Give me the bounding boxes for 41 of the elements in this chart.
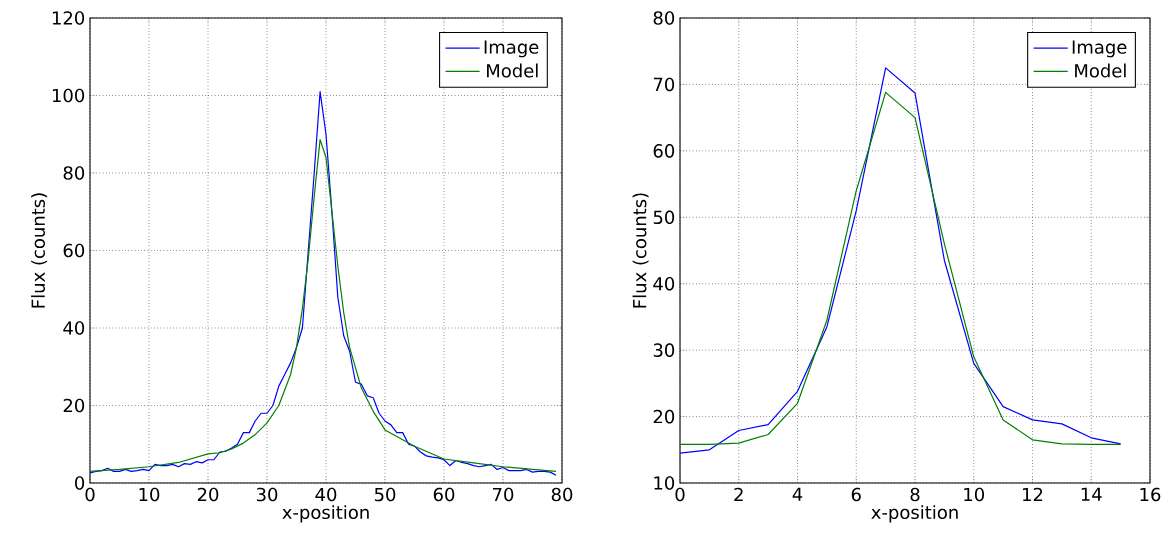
y-tick-label: 60 — [63, 243, 85, 258]
x-tick-label: 4 — [792, 487, 803, 501]
x-tick-label: 10 — [964, 487, 985, 502]
x-tick-label: 30 — [256, 487, 278, 502]
x-tick-label: 8 — [910, 487, 920, 502]
x-tick-label: 50 — [374, 487, 396, 502]
x-tick-label: 2 — [734, 487, 743, 502]
x-tick-label: 0 — [675, 487, 685, 502]
y-tick-label: 50 — [653, 210, 675, 225]
y-axis-title: Flux (counts) — [632, 193, 649, 308]
y-tick-label: 70 — [653, 77, 675, 92]
x-tick-label: 16 — [1140, 487, 1161, 502]
x-tick-label: 12 — [1023, 487, 1043, 502]
y-tick-label: 40 — [653, 276, 675, 291]
y-tick-label: 120 — [52, 11, 85, 25]
x-tick-label: 10 — [139, 487, 160, 502]
y-axis-title: Flux (counts) — [31, 193, 48, 308]
y-tick-label: 20 — [653, 409, 675, 424]
y-tick-label: 40 — [63, 321, 85, 335]
y-tick-label: 80 — [653, 11, 675, 25]
y-tick-label: 20 — [63, 398, 85, 413]
y-tick-label: 80 — [63, 166, 85, 180]
legend-label: Image — [1072, 40, 1127, 58]
y-tick-label: 10 — [654, 476, 675, 490]
x-tick-label: 80 — [551, 487, 573, 502]
x-tick-label: 14 — [1081, 487, 1102, 501]
x-axis-title: x-position — [871, 505, 958, 523]
x-tick-label: 40 — [315, 487, 337, 502]
legend-label: Model — [487, 63, 538, 78]
x-axis-title: x-position — [282, 505, 369, 523]
y-tick-label: 30 — [653, 343, 675, 357]
x-tick-label: 0 — [85, 487, 95, 502]
legend-label: Image — [484, 40, 539, 58]
y-tick-label: 60 — [653, 144, 675, 158]
x-tick-label: 70 — [493, 487, 514, 502]
legend-label: Model — [1075, 63, 1126, 78]
x-tick-label: 20 — [197, 487, 219, 502]
x-tick-label: 6 — [851, 487, 861, 502]
y-tick-label: 100 — [52, 88, 85, 103]
y-tick-label: 0 — [75, 476, 85, 490]
x-tick-label: 60 — [433, 487, 455, 502]
